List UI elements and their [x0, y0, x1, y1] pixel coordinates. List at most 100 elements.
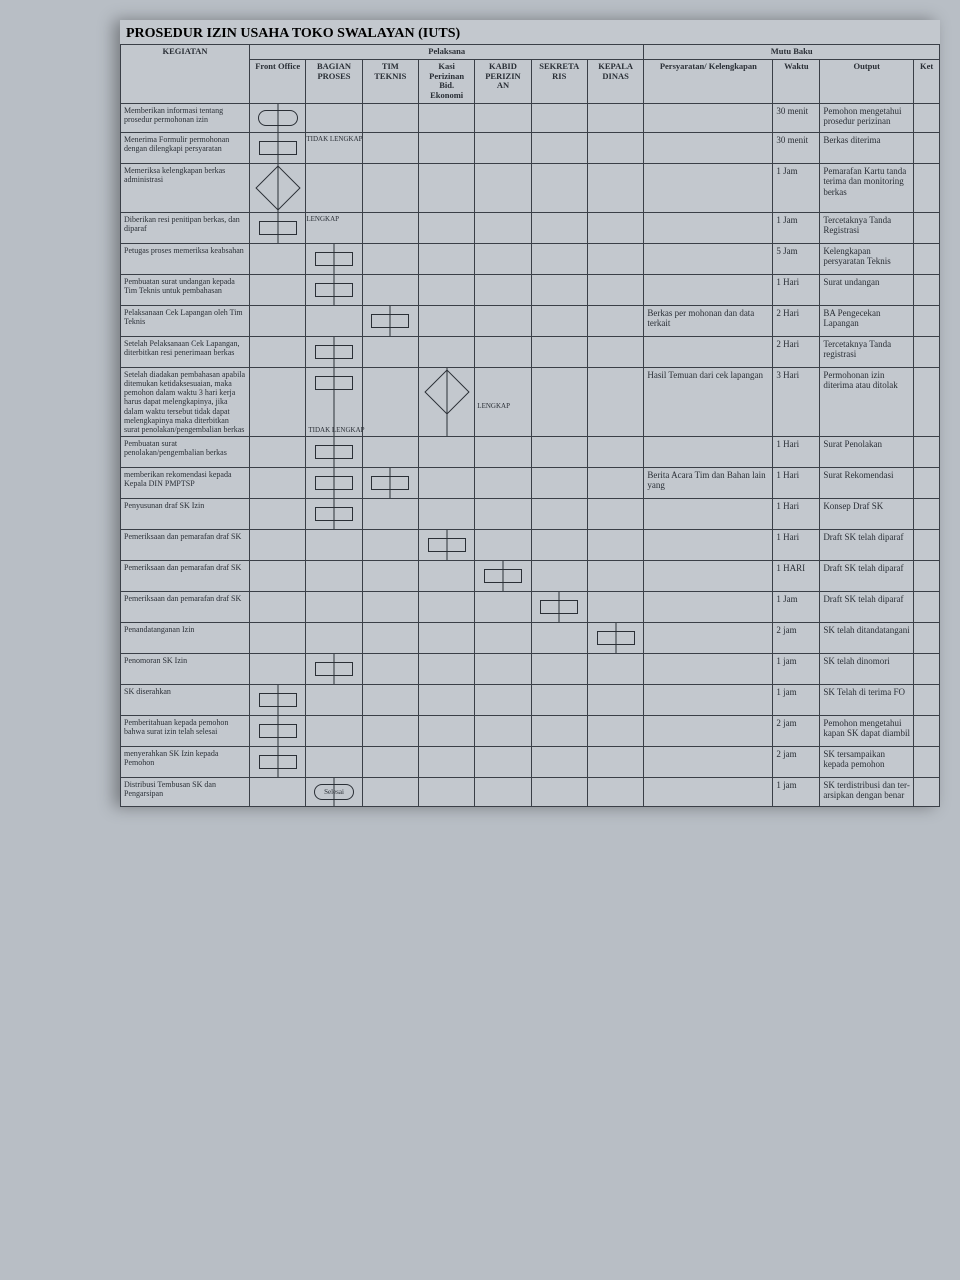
flow-cell: [250, 747, 306, 778]
flow-cell: [475, 305, 531, 336]
flow-cell: [587, 274, 643, 305]
flow-cell: [531, 336, 587, 367]
flow-cell: [531, 305, 587, 336]
table-row: memberikan rekomendasi kepada Kepala DIN…: [121, 468, 940, 499]
flow-cell: [475, 437, 531, 468]
table-row: Setelah diadakan pembahasan apabila dite…: [121, 367, 940, 436]
mutu-0: Persyaratan/ Kelengkapan: [644, 59, 773, 103]
flow-cell: [306, 336, 362, 367]
ket-cell: [914, 437, 940, 468]
output-cell: Surat undangan: [820, 274, 914, 305]
flow-cell: [531, 132, 587, 163]
flow-cell: [531, 468, 587, 499]
flow-cell: [250, 468, 306, 499]
output-cell: SK telah ditandatangani: [820, 623, 914, 654]
persyaratan-cell: [644, 132, 773, 163]
waktu-cell: 1 Hari: [773, 530, 820, 561]
output-cell: Draft SK telah diparaf: [820, 592, 914, 623]
output-cell: Surat Rekomendasi: [820, 468, 914, 499]
flow-cell: [418, 274, 474, 305]
flow-cell: [306, 243, 362, 274]
flow-cell: [418, 716, 474, 747]
flow-cell: [362, 212, 418, 243]
persyaratan-cell: [644, 716, 773, 747]
waktu-cell: 2 Hari: [773, 305, 820, 336]
flow-cell: [250, 212, 306, 243]
output-cell: Draft SK telah diparaf: [820, 530, 914, 561]
table-row: Petugas proses memeriksa keabsahan5 JamK…: [121, 243, 940, 274]
flow-cell: [587, 654, 643, 685]
actor-2: TIM TEKNIS: [362, 59, 418, 103]
flow-cell: LENGKAP: [306, 212, 362, 243]
table-row: Diberikan resi penitipan berkas, dan dip…: [121, 212, 940, 243]
flow-cell: [475, 274, 531, 305]
flow-cell: [531, 367, 587, 436]
flow-cell: [362, 747, 418, 778]
flow-cell: [475, 243, 531, 274]
kegiatan-cell: Setelah Pelaksanaan Cek Lapangan, diterb…: [121, 336, 250, 367]
flow-cell: [362, 274, 418, 305]
flow-cell: [475, 132, 531, 163]
flow-cell: [306, 747, 362, 778]
flow-cell: [250, 561, 306, 592]
flow-cell: [475, 499, 531, 530]
output-cell: SK Telah di terima FO: [820, 685, 914, 716]
flow-cell: [531, 274, 587, 305]
flow-cell: [362, 367, 418, 436]
flow-cell: [531, 163, 587, 212]
waktu-cell: 1 Hari: [773, 437, 820, 468]
flow-cell: [531, 654, 587, 685]
ket-cell: [914, 212, 940, 243]
flow-cell: [587, 778, 643, 807]
mutu-3: Ket: [914, 59, 940, 103]
flow-cell: [418, 243, 474, 274]
persyaratan-cell: [644, 336, 773, 367]
persyaratan-cell: Berkas per mohonan dan data terkait: [644, 305, 773, 336]
persyaratan-cell: [644, 623, 773, 654]
flow-cell: [250, 685, 306, 716]
flow-cell: [531, 561, 587, 592]
flow-cell: [418, 336, 474, 367]
output-cell: Pemohon mengetahui kapan SK dapat diambi…: [820, 716, 914, 747]
output-cell: SK tersampaikan kepada pemohon: [820, 747, 914, 778]
flow-cell: TIDAK LENGKAP: [306, 367, 362, 436]
output-cell: Berkas diterima: [820, 132, 914, 163]
table-row: Memberikan informasi tentang prosedur pe…: [121, 103, 940, 132]
flow-cell: [250, 132, 306, 163]
persyaratan-cell: [644, 212, 773, 243]
flow-cell: [475, 778, 531, 807]
ket-cell: [914, 747, 940, 778]
persyaratan-cell: [644, 654, 773, 685]
table-row: Memeriksa kelengkapan berkas administras…: [121, 163, 940, 212]
kegiatan-cell: SK diserahkan: [121, 685, 250, 716]
table-body: Memberikan informasi tentang prosedur pe…: [121, 103, 940, 806]
flow-cell: [418, 499, 474, 530]
waktu-cell: 2 jam: [773, 747, 820, 778]
flow-cell: [531, 530, 587, 561]
flow-cell: [418, 623, 474, 654]
waktu-cell: 5 Jam: [773, 243, 820, 274]
flow-cell: [418, 654, 474, 685]
flow-cell: [306, 437, 362, 468]
flow-cell: [362, 592, 418, 623]
flow-cell: [587, 305, 643, 336]
flow-cell: [531, 592, 587, 623]
waktu-cell: 1 jam: [773, 685, 820, 716]
flow-cell: [250, 530, 306, 561]
kegiatan-cell: Menerima Formulir permohonan dengan dile…: [121, 132, 250, 163]
flow-cell: [418, 132, 474, 163]
flow-cell: [531, 716, 587, 747]
flow-cell: [587, 212, 643, 243]
flow-cell: [306, 623, 362, 654]
output-cell: Draft SK telah diparaf: [820, 561, 914, 592]
kegiatan-cell: Diberikan resi penitipan berkas, dan dip…: [121, 212, 250, 243]
flow-cell: [362, 132, 418, 163]
output-cell: Permohonan izin diterima atau ditolak: [820, 367, 914, 436]
output-cell: SK telah dinomori: [820, 654, 914, 685]
kegiatan-cell: Distribusi Tembusan SK dan Pengarsipan: [121, 778, 250, 807]
ket-cell: [914, 716, 940, 747]
flow-cell: [362, 685, 418, 716]
flow-cell: [475, 212, 531, 243]
flow-cell: [418, 685, 474, 716]
flow-cell: [475, 592, 531, 623]
